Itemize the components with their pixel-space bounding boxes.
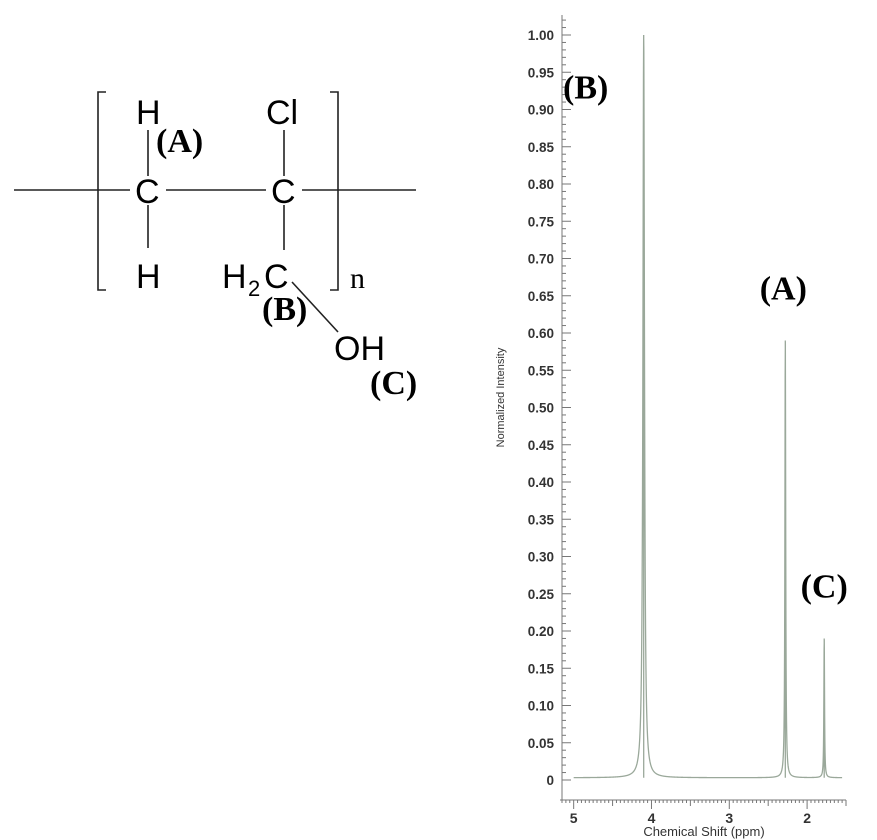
y-tick-label: 0 [546,773,554,788]
y-axis-label: Normalized Intensity [495,347,507,447]
x-axis-label: Chemical Shift (ppm) [643,824,764,839]
y-tick-label: 0.15 [528,661,555,676]
y-tick-label: 0.70 [528,252,554,267]
y-tick-label: 0.40 [528,475,554,490]
y-tick-label: 1.00 [528,28,554,43]
y-tick-label: 0.55 [528,363,555,378]
y-tick-label: 0.65 [528,289,555,304]
y-tick-label: 0.10 [528,699,554,714]
y-tick-label: 0.05 [528,736,555,751]
x-tick-label: 5 [570,810,578,826]
y-tick-label: 0.25 [528,587,555,602]
y-tick-label: 0.95 [528,65,555,80]
peak-label: (C) [801,568,848,605]
y-tick-label: 0.35 [528,512,555,527]
x-tick-label: 2 [803,810,811,826]
y-tick-label: 0.85 [528,140,555,155]
peak-labels: (B) (A) (C) [563,69,848,605]
y-tick-label: 0.50 [528,401,554,416]
y-tick-label: 0.20 [528,624,554,639]
y-tick-label: 0.90 [528,103,554,118]
peak-label: (B) [563,69,608,106]
y-axis: 0 0.05 0.10 0.15 0.20 0.25 0.30 0.35 0.40 0.45 0.5… [528,15,571,802]
y-tick-label: 0.45 [528,438,555,453]
spectrum-line [574,35,842,778]
y-tick-label: 0.60 [528,326,554,341]
y-tick-label: 0.30 [528,550,554,565]
peak-label: (A) [760,270,807,307]
y-tick-label: 0.80 [528,177,554,192]
y-tick-label: 0.75 [528,214,555,229]
